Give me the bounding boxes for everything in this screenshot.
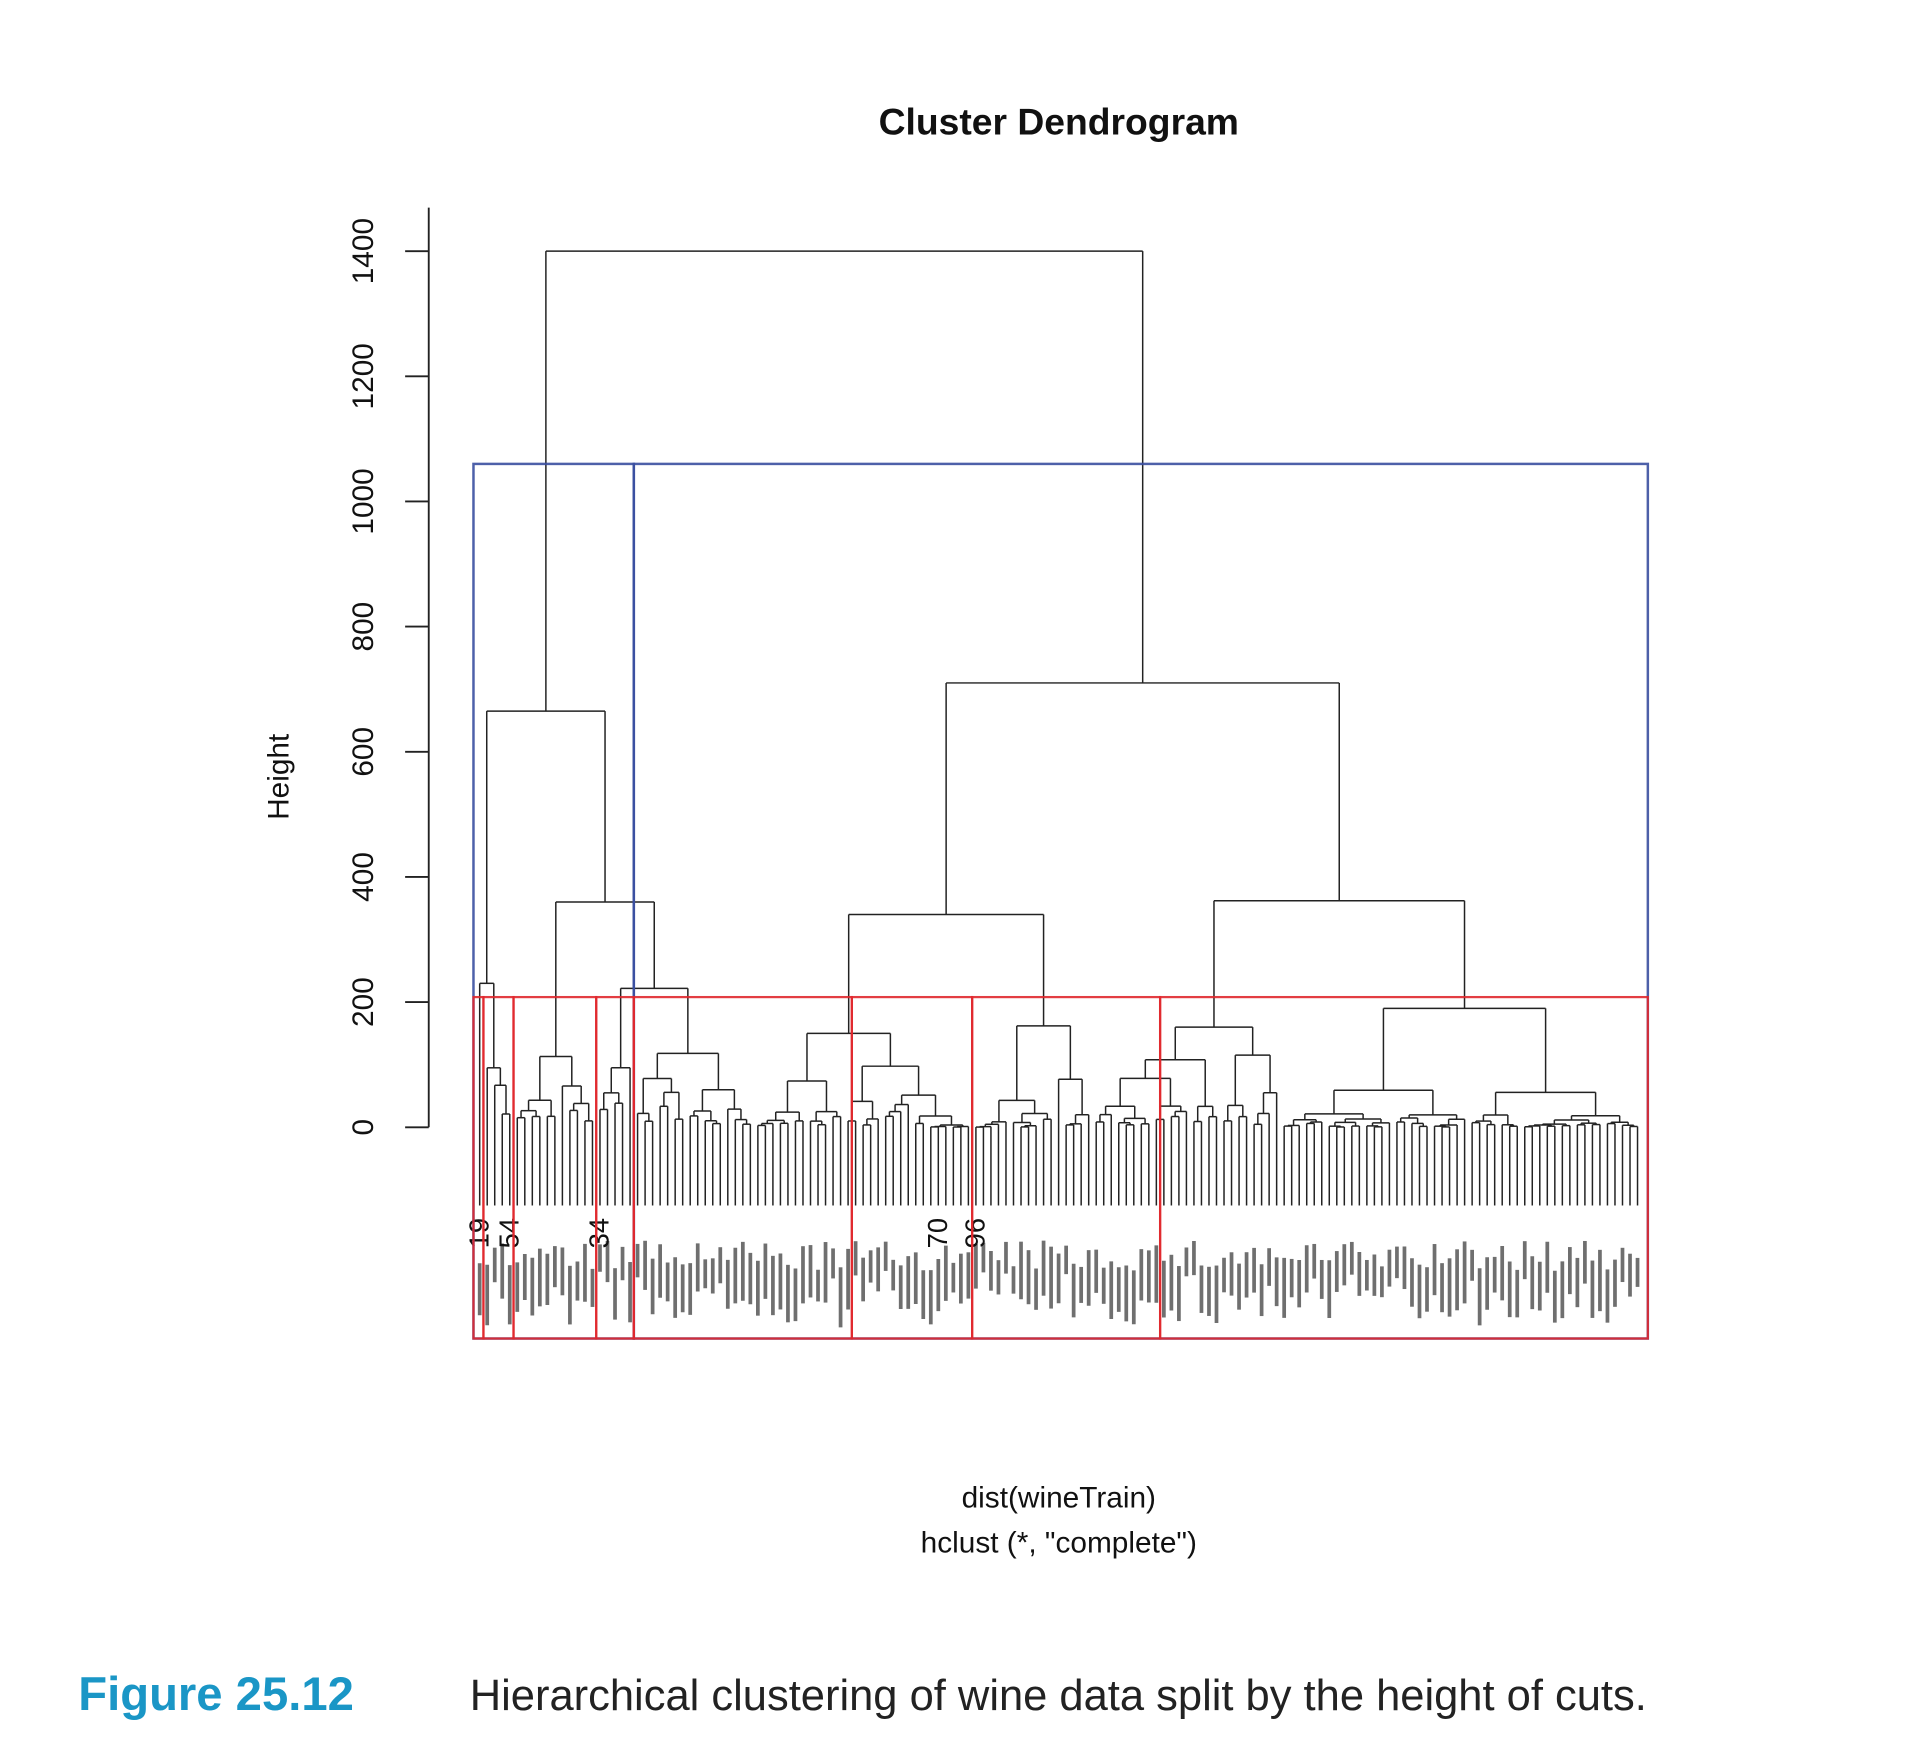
- figure-caption-text: Hierarchical clustering of wine data spl…: [470, 1672, 1647, 1720]
- leaf-label: 19: [463, 1218, 494, 1248]
- y-tick-label: 200: [347, 977, 380, 1027]
- chart-title: Cluster Dendrogram: [879, 100, 1239, 142]
- leaf-label: 70: [922, 1218, 953, 1248]
- y-tick-label: 0: [347, 1119, 380, 1136]
- y-tick-label: 400: [347, 852, 380, 902]
- cluster-cut-rect: [632, 462, 1650, 1340]
- cut-rectangles: [472, 462, 1650, 1340]
- y-tick-label: 800: [347, 602, 380, 652]
- leaf-label: 54: [493, 1218, 524, 1248]
- y-tick-label: 1400: [347, 218, 380, 284]
- dendrogram-tree: [478, 250, 1639, 1206]
- y-axis-label: Height: [262, 733, 295, 820]
- y-axis: 0 200 400 600 800 1000 1200 1400: [347, 207, 430, 1136]
- cluster-cut-rect: [472, 462, 636, 1340]
- y-tick-label: 1000: [347, 468, 380, 534]
- x-axis-label: dist(wineTrain): [962, 1482, 1156, 1515]
- leaf-label: 34: [584, 1218, 615, 1248]
- y-tick-label: 1200: [347, 343, 380, 409]
- figure-caption-label: Figure 25.12: [78, 1668, 354, 1721]
- y-tick-label: 600: [347, 727, 380, 777]
- cluster-cut-rect: [1158, 995, 1649, 1340]
- method-sublabel: hclust (*, "complete"): [921, 1526, 1197, 1559]
- leaf-label: 96: [960, 1218, 991, 1248]
- leaf-labels: 19 54 34 70 96: [463, 1218, 1640, 1328]
